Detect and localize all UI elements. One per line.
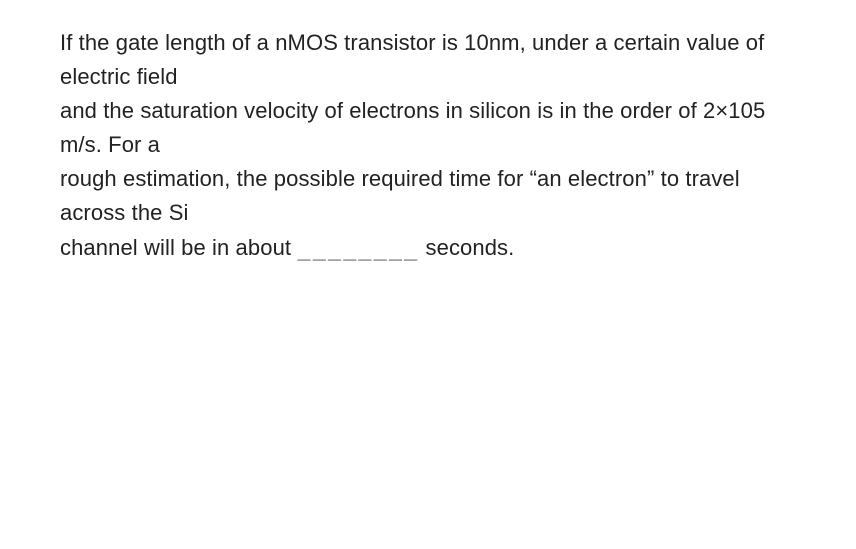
question-line-1: If the gate length of a nMOS transistor … — [60, 30, 764, 89]
answer-blank[interactable]: ________ — [297, 236, 419, 261]
question-line-4-post: seconds. — [419, 235, 514, 260]
question-body: If the gate length of a nMOS transistor … — [60, 26, 796, 266]
question-line-4-pre: channel will be in about — [60, 235, 297, 260]
question-line-3: rough estimation, the possible required … — [60, 166, 740, 225]
question-page: If the gate length of a nMOS transistor … — [0, 0, 856, 549]
question-line-2: and the saturation velocity of electrons… — [60, 98, 765, 157]
